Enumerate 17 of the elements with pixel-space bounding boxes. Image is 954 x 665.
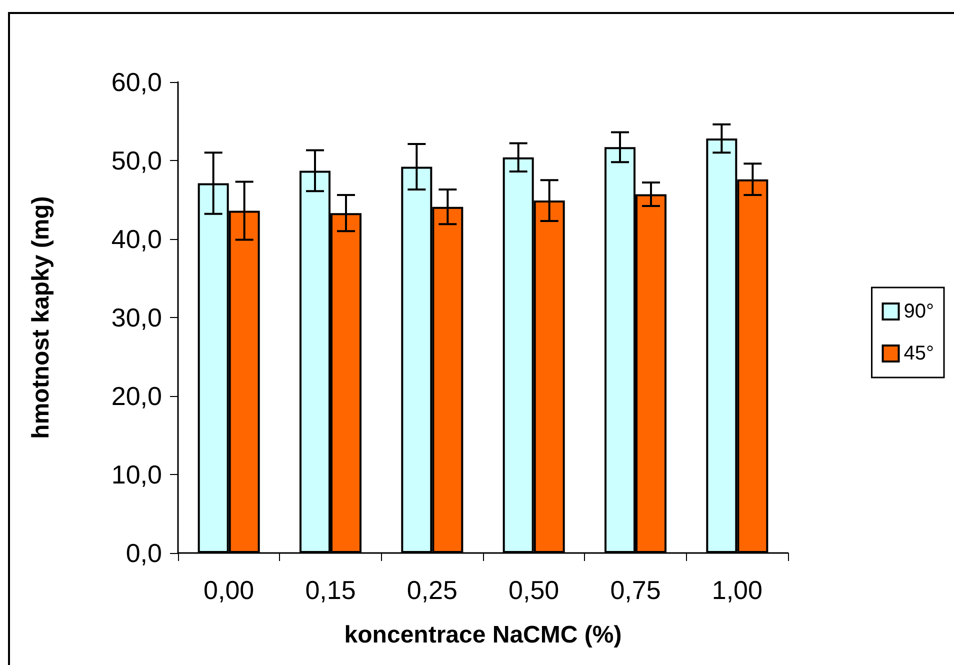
y-tick-label: 30,0 (111, 302, 162, 332)
x-tick-label: 0,75 (610, 575, 661, 605)
y-tick-label: 60,0 (111, 67, 162, 97)
legend-label: 45° (904, 342, 934, 364)
x-tick-label: 0,25 (406, 575, 458, 605)
x-tick-label: 1,00 (712, 575, 762, 605)
y-axis-title: hmotnost kapky (mg) (28, 196, 54, 439)
legend-label: 90° (904, 300, 934, 322)
x-tick-label: 0,00 (204, 575, 254, 605)
y-tick-label: 20,0 (111, 381, 162, 411)
x-tick-label: 0,15 (305, 575, 356, 605)
y-tick-label: 50,0 (111, 146, 162, 176)
y-tick-label: 40,0 (111, 224, 162, 254)
x-axis-title: koncentrace NaCMC (%) (344, 622, 622, 648)
y-tick-label: 10,0 (111, 460, 162, 490)
y-tick-label: 0,0 (126, 538, 162, 568)
x-tick-label: 0,50 (508, 575, 560, 605)
